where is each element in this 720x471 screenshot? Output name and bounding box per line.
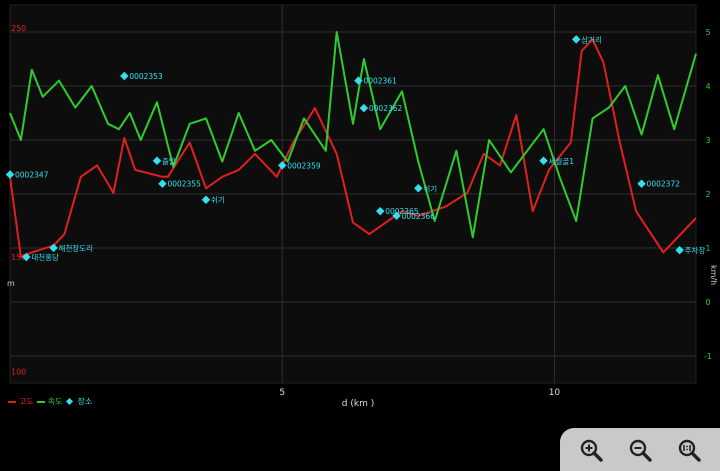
- place-marker-label: 주차장: [685, 245, 706, 255]
- right-tick-label: 5: [705, 28, 710, 37]
- place-marker-label: 세월골1: [549, 156, 575, 166]
- place-marker[interactable]: [152, 156, 162, 166]
- x-axis-label: d (km ): [342, 399, 374, 409]
- left-tick-label: 100: [11, 368, 26, 377]
- place-marker-label: 출발: [162, 156, 176, 166]
- place-swatch: [66, 397, 74, 406]
- left-axis: 250 150 100: [11, 24, 26, 377]
- place-marker[interactable]: [201, 195, 211, 204]
- place-marker-label: 쉬기: [423, 184, 437, 193]
- legend-place: 장소: [77, 397, 93, 406]
- series-group: [9, 31, 697, 258]
- right-tick-label: -1: [704, 352, 712, 361]
- place-marker-label: 0002347: [15, 171, 49, 180]
- place-marker-label: 0002372: [647, 180, 681, 189]
- zoom-out-button[interactable]: [625, 435, 655, 465]
- zoom-in-button[interactable]: [576, 435, 606, 465]
- zoom-reset-icon: [679, 439, 702, 462]
- right-tick-label: 2: [705, 190, 710, 199]
- zoom-controls: [560, 428, 720, 471]
- right-tick-label: 0: [705, 298, 710, 307]
- place-marker[interactable]: [414, 184, 423, 193]
- right-tick-label: 1: [705, 244, 710, 253]
- place-marker[interactable]: [392, 211, 401, 221]
- zoom-out-icon: [629, 439, 652, 462]
- right-tick-label: 4: [705, 82, 710, 91]
- place-marker[interactable]: [375, 206, 385, 216]
- left-tick-label: 250: [11, 24, 26, 33]
- place-marker-label: 해천장도리: [59, 243, 94, 253]
- place-marker[interactable]: [120, 71, 129, 81]
- grid: [10, 5, 696, 383]
- place-marker-label: 0002353: [129, 72, 163, 81]
- place-marker-label: 쉬기: [211, 196, 225, 205]
- x-axis: 5 10: [279, 388, 560, 398]
- left-tick-label: 150: [11, 253, 26, 262]
- place-marker[interactable]: [354, 76, 363, 85]
- right-tick-label: 3: [705, 136, 710, 145]
- right-axis-label: km/h: [709, 265, 718, 285]
- place-marker-label: 0002361: [363, 77, 397, 86]
- place-marker-label: 삼거리: [581, 34, 602, 44]
- zoom-in-icon: [580, 439, 603, 462]
- speed-swatch: [36, 400, 45, 403]
- legend-altitude: 고도: [19, 397, 34, 406]
- place-marker-label: 0002362: [369, 104, 403, 113]
- place-marker[interactable]: [49, 243, 58, 253]
- right-axis: 5 4 3 2 1 0 -1: [704, 28, 712, 361]
- place-marker-label: 대천홍당: [31, 252, 59, 262]
- series-line-speed: [9, 31, 697, 239]
- x-tick-label: 5: [279, 388, 285, 398]
- place-marker-label: 0002366: [402, 212, 436, 221]
- altitude-swatch: [8, 400, 16, 403]
- place-marker[interactable]: [359, 103, 369, 113]
- place-marker-label: 0002359: [287, 161, 321, 170]
- place-marker-label: 0002365: [385, 207, 419, 216]
- legend-speed: 속도: [47, 397, 63, 406]
- series-line-altitude: [9, 38, 697, 258]
- x-tick-label: 10: [549, 388, 561, 398]
- place-marker[interactable]: [158, 179, 167, 188]
- zoom-reset-button[interactable]: [674, 435, 704, 465]
- place-marker[interactable]: [277, 161, 287, 170]
- place-marker-label: 0002355: [167, 180, 201, 189]
- legend: 고도 속도 장소: [8, 396, 92, 407]
- left-axis-label: m: [7, 279, 15, 288]
